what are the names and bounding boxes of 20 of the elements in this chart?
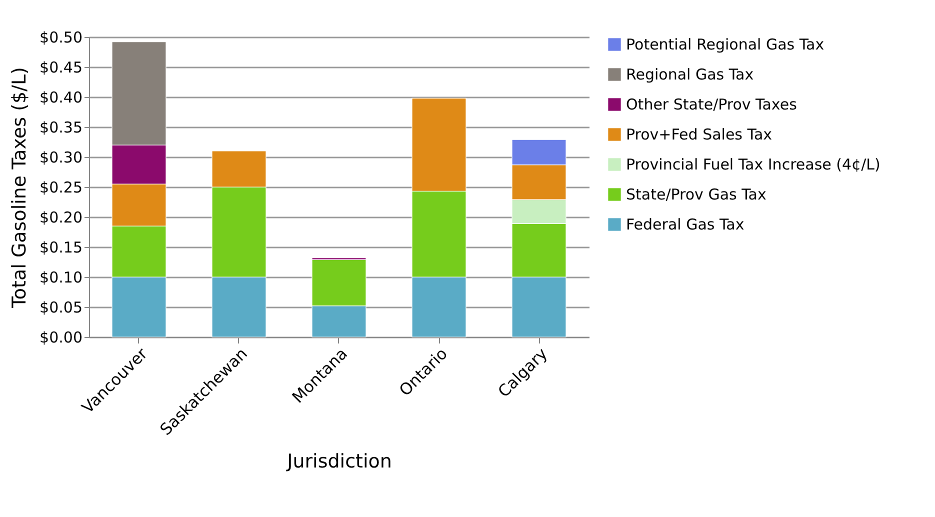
y-axis-title: Total Gasoline Taxes ($/L) <box>8 67 31 309</box>
y-tick-label: $0.50 <box>40 28 82 46</box>
y-tick-label: $0.20 <box>40 208 82 226</box>
legend-label: Potential Regional Gas Tax <box>626 36 824 54</box>
x-axis-title: Jurisdiction <box>286 450 392 472</box>
y-tick-label: $0.40 <box>40 88 82 106</box>
y-tick-label: $0.15 <box>40 238 82 256</box>
legend-label: Federal Gas Tax <box>626 216 744 234</box>
y-tick-label: $0.45 <box>40 58 82 76</box>
y-tick-label: $0.25 <box>40 178 82 196</box>
y-tick-label: $0.30 <box>40 148 82 166</box>
y-tick-label: $0.10 <box>40 268 82 286</box>
legend-label: Provincial Fuel Tax Increase (4¢/L) <box>626 156 880 174</box>
legend-label: State/Prov Gas Tax <box>626 186 766 204</box>
y-tick-label: $0.00 <box>40 328 82 346</box>
y-tick-label: $0.35 <box>40 118 82 136</box>
y-tick-label: $0.05 <box>40 298 82 316</box>
legend-label: Prov+Fed Sales Tax <box>626 126 772 144</box>
legend-label: Regional Gas Tax <box>626 66 754 84</box>
legend-label: Other State/Prov Taxes <box>626 96 798 114</box>
